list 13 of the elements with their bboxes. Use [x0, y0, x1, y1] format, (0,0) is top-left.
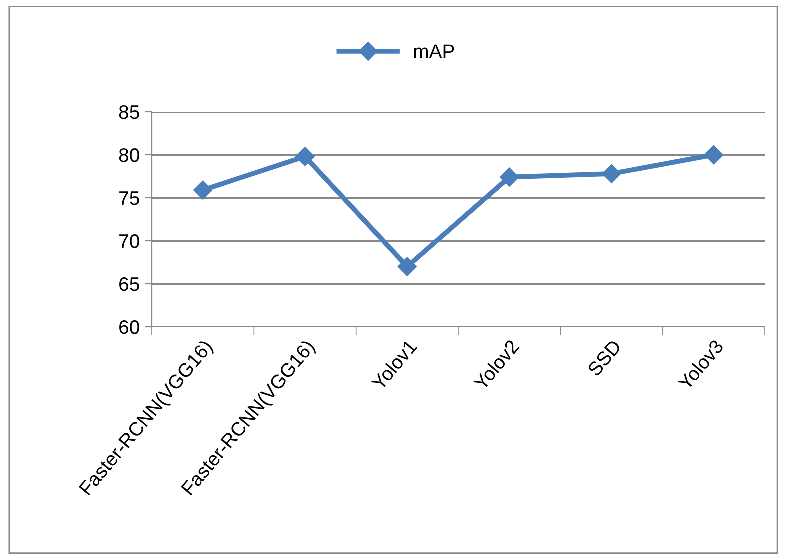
y-tick-label: 80	[119, 148, 140, 162]
y-tick-label: 60	[120, 320, 140, 334]
point	[398, 257, 417, 276]
y-tick-label: 65	[120, 277, 140, 292]
point	[704, 145, 724, 165]
point	[602, 164, 622, 184]
point	[500, 168, 520, 187]
point	[194, 180, 213, 200]
y-tick-label: 75	[120, 192, 140, 206]
y-tick-label: 70	[120, 234, 140, 248]
point	[296, 147, 315, 166]
legend-label: mAP	[414, 44, 454, 58]
y-tick-label: 85	[119, 105, 140, 120]
